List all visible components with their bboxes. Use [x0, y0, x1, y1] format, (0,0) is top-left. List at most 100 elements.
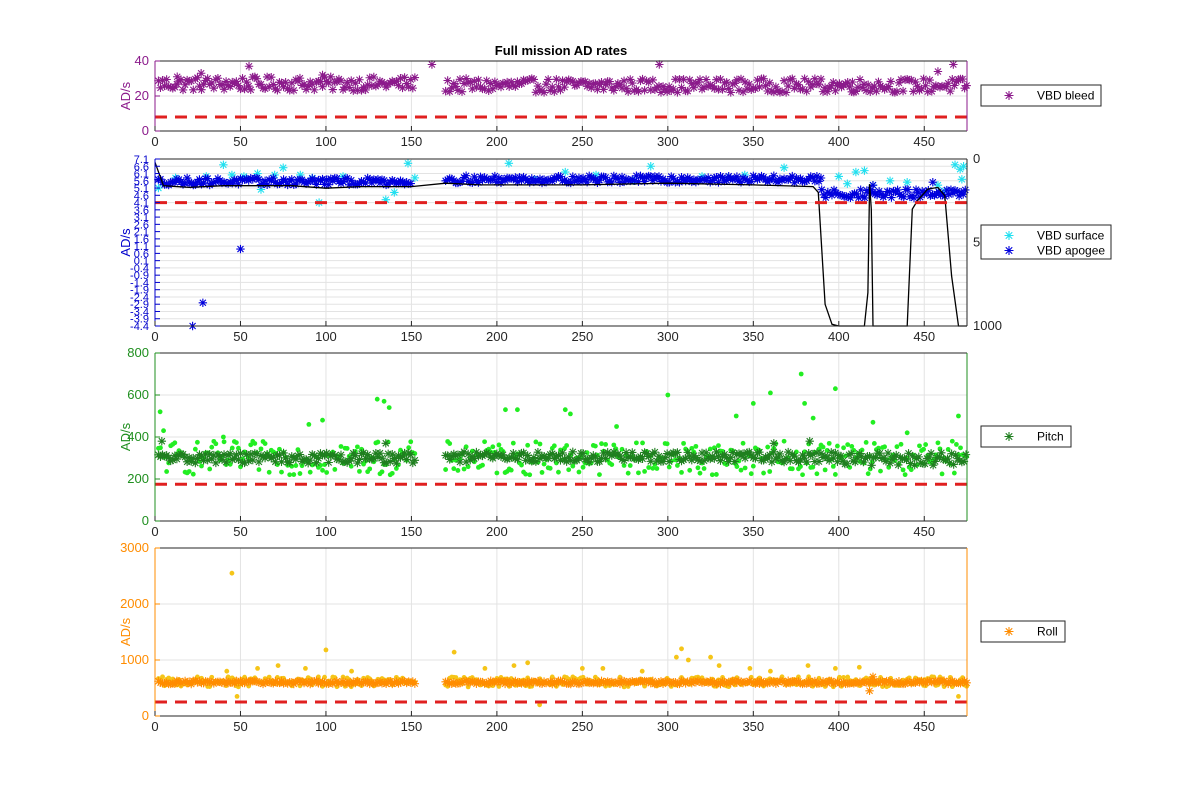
- data-point: [843, 77, 852, 87]
- data-point: [258, 83, 268, 93]
- data-point: [510, 440, 516, 446]
- data-point: [568, 77, 577, 86]
- data-point: [556, 456, 565, 465]
- data-point: [519, 448, 528, 458]
- data-point: [275, 78, 284, 87]
- data-point: [876, 81, 885, 91]
- data-point: [884, 82, 893, 91]
- data-point: [945, 447, 951, 452]
- data-point: [683, 86, 692, 96]
- data-point: [574, 454, 584, 463]
- data-point: [630, 176, 639, 185]
- data-point: [234, 694, 240, 699]
- data-point: [844, 450, 854, 460]
- data-point: [642, 449, 651, 458]
- data-point: [157, 437, 167, 446]
- data-point: [757, 675, 762, 681]
- data-point: [611, 442, 617, 448]
- data-point: [771, 176, 781, 186]
- data-point: [172, 676, 182, 686]
- data-point: [738, 449, 748, 458]
- data-point: [829, 679, 838, 688]
- data-point: [808, 449, 818, 459]
- data-point: [381, 458, 391, 467]
- data-point: [293, 451, 303, 460]
- data-point: [805, 437, 814, 446]
- data-point: [751, 454, 760, 463]
- data-point: [330, 678, 340, 687]
- data-point: [842, 459, 852, 469]
- data-point: [681, 176, 690, 186]
- data-point: [716, 443, 721, 449]
- data-point: [681, 454, 690, 463]
- data-point: [749, 453, 758, 462]
- data-point: [904, 430, 910, 436]
- data-point: [455, 468, 461, 473]
- legend-marker: [1004, 432, 1014, 441]
- data-point: [267, 72, 276, 82]
- data-point: [158, 76, 167, 85]
- data-point: [580, 77, 590, 86]
- data-point: [757, 171, 766, 181]
- data-point: [301, 85, 311, 94]
- data-point: [660, 453, 670, 462]
- data-point: [810, 415, 816, 421]
- data-point: [164, 453, 173, 462]
- data-point: [695, 465, 701, 471]
- data-point: [902, 472, 908, 478]
- data-point: [207, 466, 213, 472]
- data-point: [673, 177, 682, 186]
- data-point: [855, 75, 865, 84]
- data-point: [802, 87, 811, 96]
- data-point: [872, 190, 882, 200]
- data-point: [351, 451, 360, 460]
- data-point: [949, 460, 958, 469]
- data-point: [748, 674, 754, 680]
- data-point: [357, 176, 366, 186]
- data-point: [500, 679, 510, 689]
- data-point: [386, 405, 392, 410]
- data-point: [211, 177, 221, 186]
- data-point: [242, 77, 251, 87]
- data-point: [295, 73, 305, 83]
- y-tick-label: -3.4: [130, 306, 149, 318]
- series-group: [154, 570, 971, 708]
- data-point: [914, 452, 923, 462]
- data-point: [742, 84, 752, 94]
- data-point: [697, 470, 703, 476]
- data-point: [941, 455, 950, 465]
- data-point: [925, 676, 934, 686]
- data-point: [468, 178, 477, 187]
- data-point: [718, 677, 727, 686]
- x-tick-label: 50: [233, 329, 247, 344]
- data-point: [373, 80, 383, 90]
- data-point: [375, 76, 385, 86]
- data-point: [959, 162, 968, 171]
- y-tick-label: 5.1: [134, 183, 149, 195]
- data-point: [816, 74, 826, 84]
- y-tick-label: 3000: [120, 540, 149, 555]
- data-point: [628, 448, 637, 457]
- y2-tick-label: 1000: [973, 318, 1002, 333]
- data-point: [187, 76, 196, 86]
- data-point: [289, 180, 299, 190]
- data-point: [160, 674, 165, 680]
- data-point: [871, 453, 880, 462]
- data-point: [771, 82, 781, 92]
- data-point: [513, 177, 522, 187]
- data-point: [665, 392, 671, 398]
- data-point: [519, 462, 524, 468]
- data-point: [693, 455, 703, 465]
- data-point: [814, 79, 824, 89]
- data-point: [254, 175, 264, 184]
- data-point: [507, 174, 516, 183]
- data-point: [908, 451, 917, 461]
- data-point: [226, 449, 235, 458]
- data-point: [560, 82, 569, 92]
- data-point: [868, 180, 878, 190]
- data-point: [474, 178, 483, 187]
- x-tick-label: 100: [315, 719, 337, 734]
- data-point: [336, 450, 346, 460]
- data-point: [172, 454, 182, 464]
- data-point: [365, 73, 374, 82]
